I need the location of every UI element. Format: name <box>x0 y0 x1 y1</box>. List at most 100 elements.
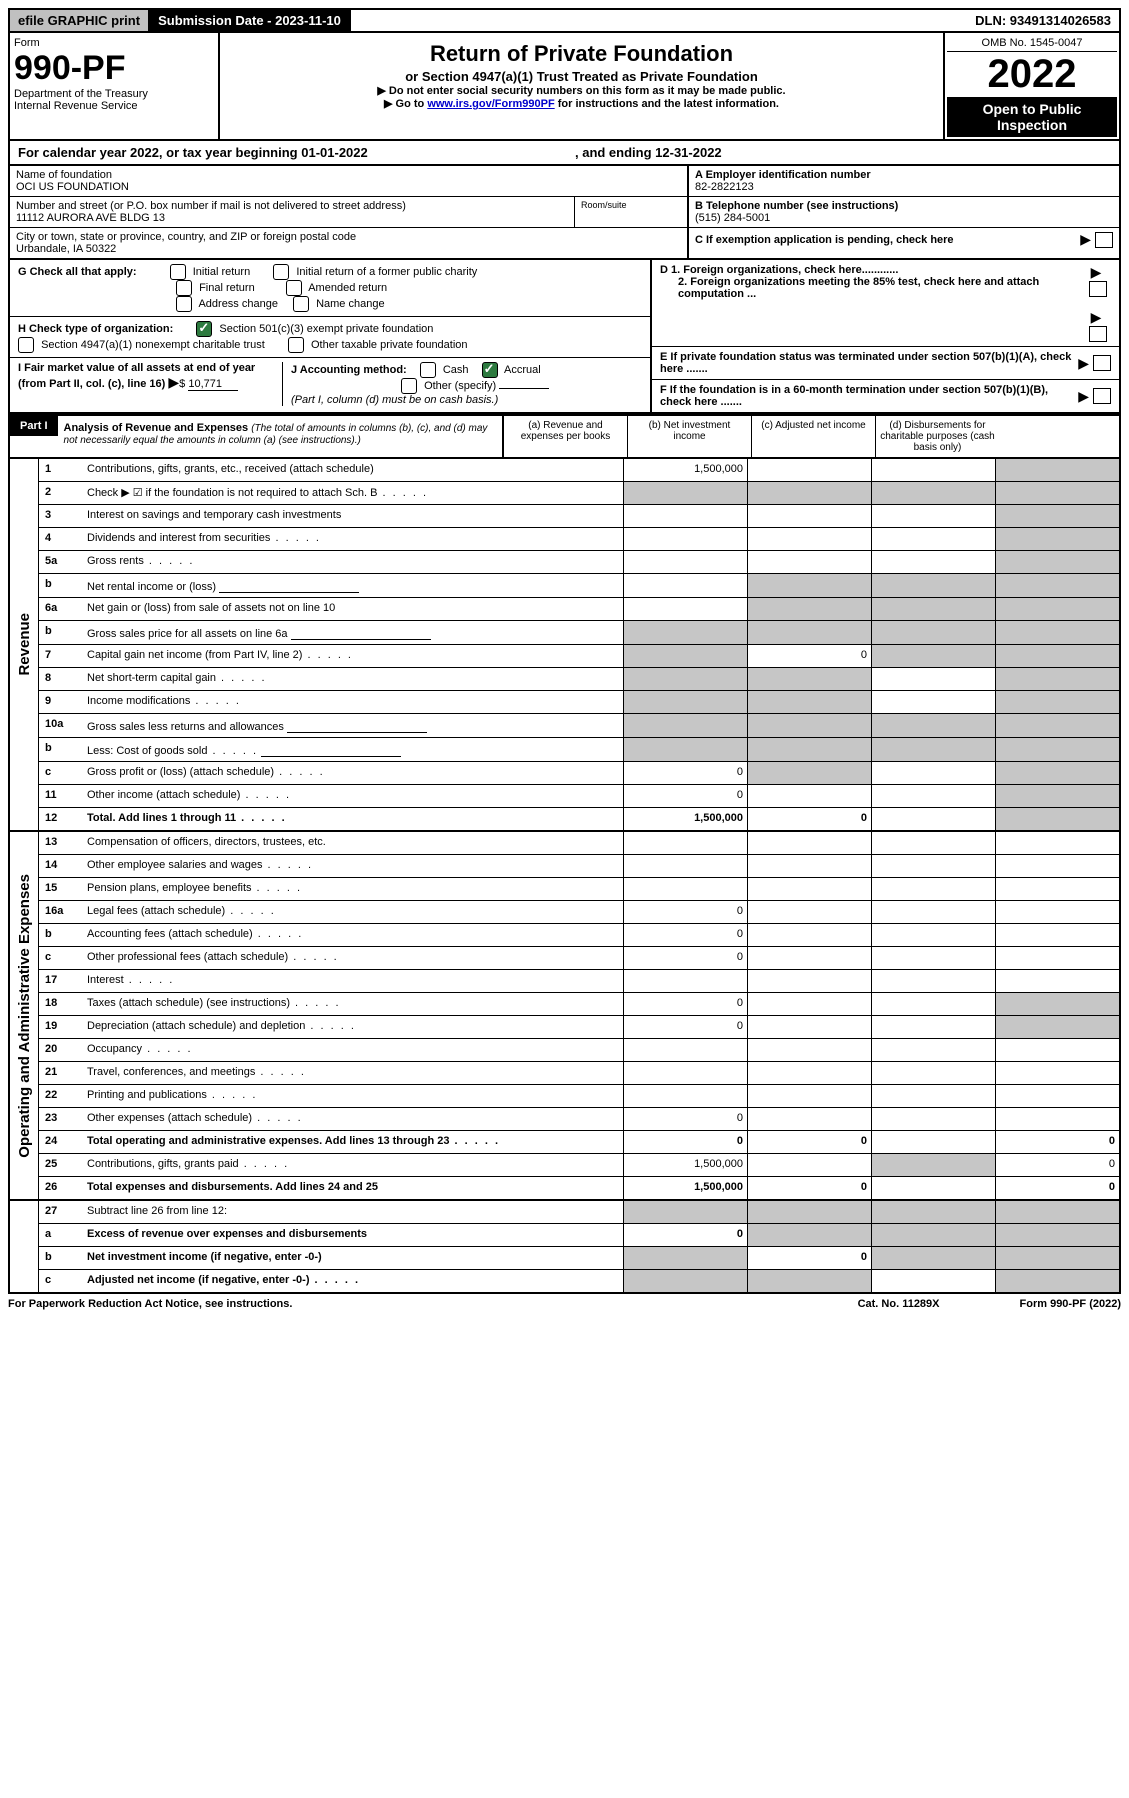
row-number: 11 <box>39 785 85 807</box>
row-desc: Interest <box>85 970 623 992</box>
row-desc: Contributions, gifts, grants paid <box>85 1154 623 1176</box>
cell <box>623 691 747 713</box>
box-d1-checkbox[interactable] <box>1089 281 1107 297</box>
row-number: a <box>39 1224 85 1246</box>
cell <box>995 1016 1119 1038</box>
table-row: 5aGross rents <box>39 550 1119 573</box>
cell: 0 <box>623 924 747 946</box>
expenses-label: Operating and Administrative Expenses <box>16 874 33 1158</box>
row-number: 19 <box>39 1016 85 1038</box>
box-e-checkbox[interactable] <box>1093 355 1111 371</box>
cell <box>871 482 995 504</box>
row-desc: Contributions, gifts, grants, etc., rece… <box>85 459 623 481</box>
table-row: 17Interest <box>39 969 1119 992</box>
501c3-checkbox[interactable] <box>196 321 212 337</box>
row-desc: Excess of revenue over expenses and disb… <box>85 1224 623 1246</box>
cell <box>995 878 1119 900</box>
initial-return-former-checkbox[interactable] <box>273 264 289 280</box>
row-number: 24 <box>39 1131 85 1153</box>
cell: 1,500,000 <box>623 808 747 830</box>
cell <box>871 1201 995 1223</box>
footer: For Paperwork Reduction Act Notice, see … <box>8 1294 1121 1314</box>
row-desc: Net investment income (if negative, ente… <box>85 1247 623 1269</box>
other-method-checkbox[interactable] <box>401 378 417 394</box>
cell <box>871 808 995 830</box>
cell <box>871 970 995 992</box>
row-number: 14 <box>39 855 85 877</box>
col-c-header: (c) Adjusted net income <box>751 416 875 457</box>
form-number: 990-PF <box>14 49 214 88</box>
cell: 0 <box>623 1108 747 1130</box>
table-row: 24Total operating and administrative exp… <box>39 1130 1119 1153</box>
table-row: 1Contributions, gifts, grants, etc., rec… <box>39 459 1119 481</box>
dln-label: DLN: 93491314026583 <box>967 10 1119 31</box>
table-row: bGross sales price for all assets on lin… <box>39 620 1119 644</box>
amended-return-checkbox[interactable] <box>286 280 302 296</box>
cell <box>623 505 747 527</box>
expenses-rows: 13Compensation of officers, directors, t… <box>39 832 1119 1199</box>
cell <box>747 855 871 877</box>
table-row: 27Subtract line 26 from line 12: <box>39 1201 1119 1223</box>
cell <box>871 598 995 620</box>
name-change-checkbox[interactable] <box>293 296 309 312</box>
cell <box>871 574 995 597</box>
cell <box>623 645 747 667</box>
table-row: 23Other expenses (attach schedule)0 <box>39 1107 1119 1130</box>
row-desc: Travel, conferences, and meetings <box>85 1062 623 1084</box>
table-row: bNet investment income (if negative, ent… <box>39 1246 1119 1269</box>
cell <box>871 1154 995 1176</box>
cell: 0 <box>623 762 747 784</box>
dept-line1: Department of the Treasury <box>14 88 214 100</box>
cell <box>995 691 1119 713</box>
phone-label: B Telephone number (see instructions) <box>695 200 1113 212</box>
cell <box>747 901 871 923</box>
row-desc: Gross sales less returns and allowances <box>85 714 623 737</box>
box-f-checkbox[interactable] <box>1093 388 1111 404</box>
4947a1-checkbox[interactable] <box>18 337 34 353</box>
cell <box>623 970 747 992</box>
cell <box>747 668 871 690</box>
cell <box>747 1016 871 1038</box>
accrual-checkbox[interactable] <box>482 362 498 378</box>
box-c-checkbox[interactable] <box>1095 232 1113 248</box>
top-bar: efile GRAPHIC print Submission Date - 20… <box>8 8 1121 33</box>
cell <box>995 1062 1119 1084</box>
final-return-checkbox[interactable] <box>176 280 192 296</box>
cell <box>995 738 1119 761</box>
cell <box>871 691 995 713</box>
initial-return-checkbox[interactable] <box>170 264 186 280</box>
cell <box>995 1039 1119 1061</box>
cell <box>623 528 747 550</box>
cell <box>623 598 747 620</box>
table-row: 11Other income (attach schedule)0 <box>39 784 1119 807</box>
room-label: Room/suite <box>574 197 687 227</box>
row-desc: Less: Cost of goods sold <box>85 738 623 761</box>
row-number: c <box>39 947 85 969</box>
cell <box>623 1270 747 1292</box>
cell <box>623 574 747 597</box>
cell: 0 <box>995 1154 1119 1176</box>
row-number: 7 <box>39 645 85 667</box>
row-number: 15 <box>39 878 85 900</box>
paperwork-notice: For Paperwork Reduction Act Notice, see … <box>8 1298 292 1310</box>
box-d2-checkbox[interactable] <box>1089 326 1107 342</box>
cell <box>871 1108 995 1130</box>
cell <box>871 1270 995 1292</box>
cell <box>995 621 1119 644</box>
row-desc: Other employee salaries and wages <box>85 855 623 877</box>
row-desc: Subtract line 26 from line 12: <box>85 1201 623 1223</box>
cell <box>747 714 871 737</box>
row-number: 20 <box>39 1039 85 1061</box>
cash-checkbox[interactable] <box>420 362 436 378</box>
table-row: 21Travel, conferences, and meetings <box>39 1061 1119 1084</box>
row-desc: Printing and publications <box>85 1085 623 1107</box>
revenue-rows: 1Contributions, gifts, grants, etc., rec… <box>39 459 1119 830</box>
other-taxable-checkbox[interactable] <box>288 337 304 353</box>
cell <box>623 878 747 900</box>
row-desc: Compensation of officers, directors, tru… <box>85 832 623 854</box>
cell <box>747 459 871 481</box>
row-desc: Other professional fees (attach schedule… <box>85 947 623 969</box>
addr-label: Number and street (or P.O. box number if… <box>16 200 568 212</box>
irs-link[interactable]: www.irs.gov/Form990PF <box>427 98 554 110</box>
address-change-checkbox[interactable] <box>176 296 192 312</box>
